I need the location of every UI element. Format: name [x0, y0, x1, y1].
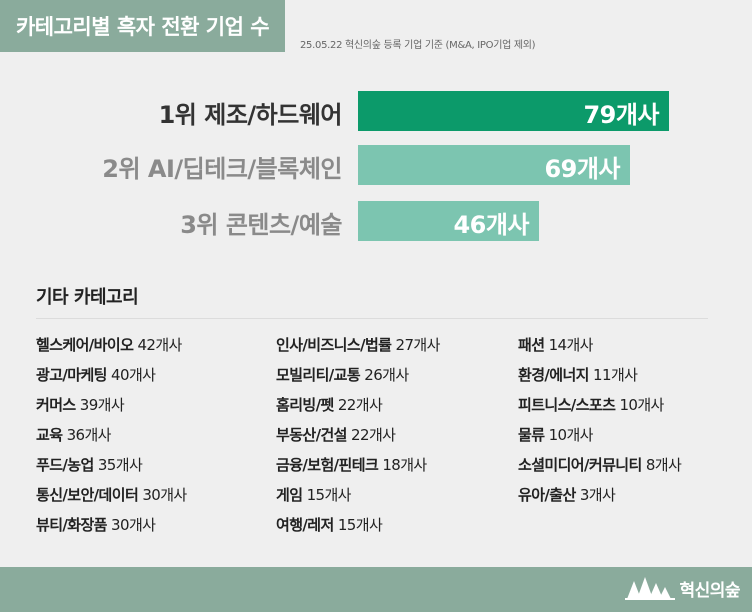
category-name: 피트니스/스포츠 [518, 396, 616, 414]
category-name: 인사/비즈니스/법률 [276, 336, 392, 354]
page-title: 카테고리별 흑자 전환 기업 수 [0, 0, 285, 52]
forest-trees-icon [625, 577, 676, 600]
category-list-item: 부동산/건설 22개사 [276, 420, 440, 450]
category-name: 환경/에너지 [518, 366, 589, 384]
divider [36, 318, 708, 319]
category-name: 부동산/건설 [276, 426, 347, 444]
category-list-item: 커머스 39개사 [36, 390, 187, 420]
category-count: 15개사 [302, 486, 352, 504]
category-name: 교육 [36, 426, 63, 444]
brand-logo: 혁신의숲 [625, 575, 740, 601]
category-list-item: 광고/마케팅 40개사 [36, 360, 187, 390]
category-count: 42개사 [133, 336, 182, 354]
category-name: 뷰티/화장품 [36, 516, 107, 534]
category-count: 36개사 [62, 426, 112, 444]
bar-value-label: 79개사 [583, 101, 659, 129]
category-list-item: 뷰티/화장품 30개사 [36, 510, 187, 540]
bar-value-label: 69개사 [544, 155, 620, 183]
page-subtitle: 25.05.22 혁신의숲 등록 기업 기준 (M&A, IPO기업 제외) [300, 40, 536, 51]
category-name: 금융/보험/핀테크 [276, 456, 379, 474]
brand-name: 혁신의숲 [679, 580, 740, 601]
category-name: 광고/마케팅 [36, 366, 107, 384]
category-list-item: 금융/보험/핀테크 18개사 [276, 450, 440, 480]
bar-category-label: 1위 제조/하드웨어 [158, 101, 343, 129]
category-list-item: 여행/레저 15개사 [276, 510, 440, 540]
category-count: 30개사 [106, 516, 156, 534]
category-list-item: 유아/출산 3개사 [518, 480, 681, 510]
category-list-item: 피트니스/스포츠 10개사 [518, 390, 681, 420]
bar [358, 91, 669, 131]
category-list-item: 소셜미디어/커뮤니티 8개사 [518, 450, 682, 480]
other-categories-column-3: 패션 14개사 환경/에너지 11개사 피트니스/스포츠 10개사 물류 10개사 소셜… [518, 330, 682, 510]
category-list-item: 교육 36개사 [36, 420, 187, 450]
category-count: 22개사 [333, 396, 383, 414]
category-list-item: 푸드/농업 35개사 [36, 450, 187, 480]
bar-value-label: 46개사 [453, 211, 529, 239]
category-count: 39개사 [75, 396, 125, 414]
category-count: 10개사 [544, 426, 594, 444]
category-count: 10개사 [615, 396, 664, 414]
footer: 혁신의숲 [0, 567, 752, 612]
category-name: 모빌리티/교통 [276, 366, 361, 384]
bar-chart: 1위 제조/하드웨어 79개사 2위 AI/딥테크/블록체인 69개사 3위 콘텐츠/예… [0, 0, 752, 260]
other-categories-column-1: 헬스케어/바이오 42개사 광고/마케팅 40개사 커머스 39개사 교육 36개사 푸… [36, 330, 187, 540]
category-list-item: 물류 10개사 [518, 420, 681, 450]
category-name: 헬스케어/바이오 [36, 336, 134, 354]
category-name: 소셜미디어/커뮤니티 [518, 456, 642, 474]
category-count: 40개사 [106, 366, 156, 384]
other-categories-column-2: 인사/비즈니스/법률 27개사 모빌리티/교통 26개사 홈리빙/펫 22개사 부동산… [276, 330, 440, 540]
category-count: 14개사 [544, 336, 594, 354]
category-name: 홈리빙/펫 [276, 396, 334, 414]
category-name: 게임 [276, 486, 303, 504]
category-list-item: 패션 14개사 [518, 330, 681, 360]
category-list-item: 홈리빙/펫 22개사 [276, 390, 440, 420]
category-name: 푸드/농업 [36, 456, 94, 474]
bar-category-label: 2위 AI/딥테크/블록체인 [102, 155, 342, 183]
category-count: 30개사 [138, 486, 187, 504]
category-name: 유아/출산 [518, 486, 576, 504]
category-count: 26개사 [360, 366, 409, 384]
category-name: 커머스 [36, 396, 76, 414]
category-list-item: 게임 15개사 [276, 480, 440, 510]
category-count: 27개사 [391, 336, 441, 354]
category-list-item: 모빌리티/교통 26개사 [276, 360, 440, 390]
page-title-text: 카테고리별 흑자 전환 기업 수 [15, 15, 270, 39]
category-count: 8개사 [641, 456, 682, 474]
category-count: 11개사 [588, 366, 638, 384]
category-count: 18개사 [378, 456, 427, 474]
category-count: 15개사 [333, 516, 383, 534]
category-name: 여행/레저 [276, 516, 334, 534]
category-count: 22개사 [346, 426, 396, 444]
category-list-item: 통신/보안/데이터 30개사 [36, 480, 187, 510]
category-name: 통신/보안/데이터 [36, 486, 139, 504]
bar-category-label: 3위 콘텐츠/예술 [180, 211, 342, 239]
category-count: 3개사 [575, 486, 616, 504]
category-count: 35개사 [93, 456, 143, 474]
category-list-item: 헬스케어/바이오 42개사 [36, 330, 187, 360]
bar [358, 201, 539, 241]
category-list-item: 환경/에너지 11개사 [518, 360, 681, 390]
category-name: 물류 [518, 426, 545, 444]
bar [358, 145, 630, 185]
other-categories-heading: 기타 카테고리 [36, 287, 139, 308]
category-name: 패션 [518, 336, 545, 354]
category-list-item: 인사/비즈니스/법률 27개사 [276, 330, 440, 360]
